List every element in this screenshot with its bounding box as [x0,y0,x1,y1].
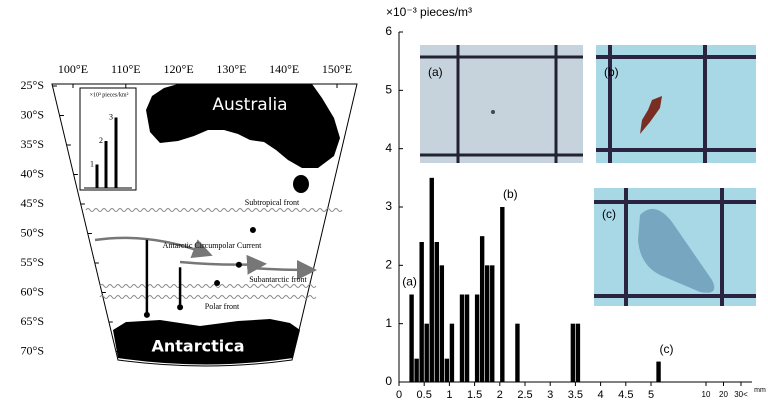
photo-a [420,45,583,163]
label-subantarctic-front: Subantarctic front [249,275,307,284]
station [249,226,256,233]
x-tick-label: 2 [497,389,503,401]
photo-c [594,188,756,306]
subtropical-front [85,208,343,212]
current-arrow [249,259,317,280]
lon-tick-label: 100°E [58,62,88,76]
bar [459,294,465,382]
lon-tick-label: 130°E [216,62,246,76]
inset-tick-label: 1 [90,159,94,168]
bar [656,361,661,382]
y-tick-label: 0 [385,374,392,388]
lat-tick-label: 45°S [21,196,44,210]
x-tick-label: 1.5 [467,389,482,401]
inset-tick-label: 2 [99,136,103,145]
lat-tick-label: 65°S [21,314,44,328]
bar [449,323,455,382]
inset-frame [79,87,137,191]
bar-annotation: (a) [402,275,417,289]
bar [424,323,429,382]
station [214,280,221,287]
lat-tick-label: 25°S [21,78,44,92]
inset-tick-label: 3 [109,112,113,121]
lat-tick-label: 50°S [21,225,44,239]
label-polar-front: Polar front [205,302,240,311]
bar [429,177,434,382]
bar [485,265,490,382]
lat-tick-label: 30°S [21,107,44,121]
polar-front [99,295,317,299]
x-tick-label: 0 [396,389,402,401]
station [235,261,242,268]
bar [414,358,419,382]
photo-label: (b) [604,65,619,79]
bar [439,265,445,382]
bar [515,323,520,382]
lat-tick-label: 40°S [21,166,44,180]
antarctica-shape [113,319,300,365]
lon-tick-label: 120°E [164,62,194,76]
bar [500,207,505,382]
inset-unit: ×10³ pieces/km² [90,92,129,98]
lon-tick-label: 150°E [322,62,352,76]
y-tick-label: 5 [385,83,392,97]
y-tick-label: 3 [385,199,392,213]
x-tick-label: 4.5 [618,389,633,401]
bar-annotation: (b) [503,187,518,201]
bar [464,294,470,382]
bar [490,265,495,382]
label-subtropical-front: Subtropical front [245,198,300,207]
photo-label: (c) [602,207,616,221]
bar [419,242,424,382]
x-tick-label: 4 [598,389,604,401]
lon-tick-label: 140°E [269,62,299,76]
bar [444,358,450,382]
label-acc: Antarctic Circumpolar Current [163,241,262,250]
bar [474,294,480,382]
bar [575,323,581,382]
lat-tick-label: 55°S [21,255,44,269]
tasmania-shape [293,175,309,193]
y-tick-label: 4 [385,141,392,155]
bar [409,294,414,382]
photo-label: (a) [428,65,443,79]
x-tick-label: 5 [648,389,654,401]
x-tick-label: 10 [702,390,711,399]
y-axis-label: ×10⁻³ pieces/m³ [386,5,472,19]
bar [570,323,576,382]
bar [479,236,485,382]
station [177,304,184,311]
lat-tick-label: 70°S [21,343,44,357]
x-tick-label: 30< [734,390,748,399]
lon-tick-label: 110°E [111,62,141,76]
bar [434,242,439,382]
y-tick-label: 6 [385,24,392,38]
x-tick-label: 3.5 [568,389,583,401]
current-arrow [179,254,267,275]
lat-tick-label: 35°S [21,137,44,151]
x-tick-label: 20 [719,390,728,399]
x-unit: mm [754,387,766,394]
photo-b [596,45,756,163]
x-tick-label: 3 [547,389,553,401]
y-tick-label: 2 [385,258,392,272]
inset-bar [95,164,99,188]
subantarctic-front [99,284,317,288]
label-antarctica: Antarctica [151,337,244,356]
label-australia: Australia [212,95,287,115]
bar-annotation: (c) [660,342,674,356]
y-tick-label: 1 [385,316,392,330]
x-tick-label: 2.5 [517,389,532,401]
station [143,311,150,318]
current-arrow [94,236,213,259]
x-tick-label: 0.5 [417,389,432,401]
inset-bar [104,141,108,188]
x-tick-label: 1 [446,389,452,401]
australia-shape [146,84,340,168]
lat-tick-label: 60°S [21,284,44,298]
inset-bar [114,117,118,188]
